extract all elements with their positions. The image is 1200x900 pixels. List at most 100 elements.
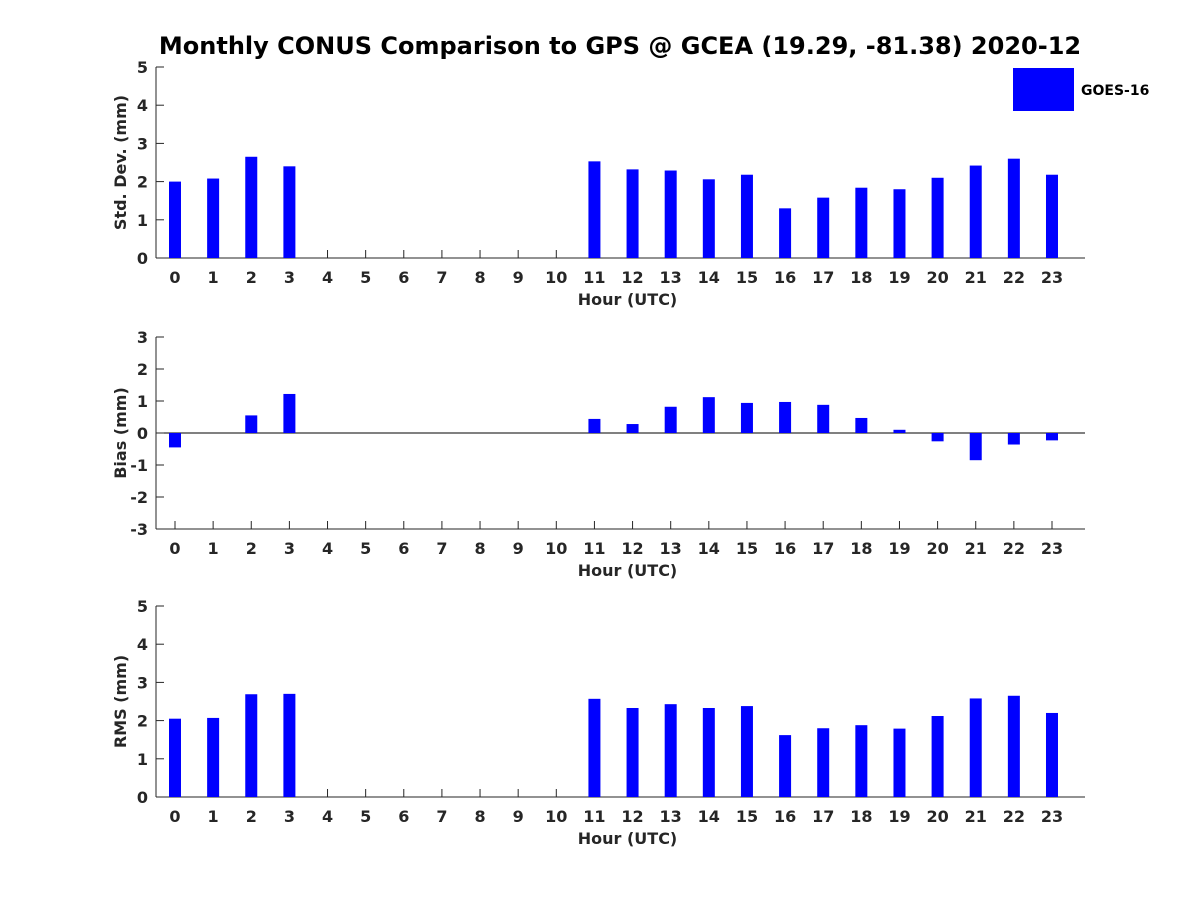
bias-bar — [626, 424, 639, 433]
rms-x-tick-label: 5 — [360, 807, 371, 826]
bias-x-axis-label: Hour (UTC) — [578, 561, 678, 580]
bias-x-tick-label: 20 — [926, 539, 948, 558]
std-dev-bar — [817, 197, 830, 258]
std-dev-bar — [931, 177, 944, 258]
bias-x-tick-label: 21 — [965, 539, 987, 558]
std-dev-x-tick-label: 1 — [208, 268, 219, 287]
rms-x-tick-label: 2 — [246, 807, 257, 826]
std-dev-y-tick-label: 2 — [137, 173, 148, 192]
bias-y-tick-label: 1 — [137, 392, 148, 411]
rms-bar — [588, 698, 601, 797]
rms-x-tick-label: 23 — [1041, 807, 1063, 826]
rms-x-tick-label: 21 — [965, 807, 987, 826]
rms-bar — [740, 706, 753, 797]
rms-bar — [817, 728, 830, 797]
std-dev-bar — [969, 165, 982, 258]
std-dev-x-tick-label: 15 — [736, 268, 758, 287]
rms-x-tick-label: 7 — [436, 807, 447, 826]
rms-x-tick-label: 12 — [621, 807, 643, 826]
rms-bar — [245, 694, 258, 797]
bias-bar — [245, 415, 258, 433]
rms-bar — [893, 728, 906, 797]
std-dev-bar — [779, 208, 792, 258]
std-dev-x-tick-label: 22 — [1003, 268, 1025, 287]
rms-bar — [207, 717, 220, 797]
rms-x-tick-label: 9 — [513, 807, 524, 826]
bias-x-tick-label: 18 — [850, 539, 872, 558]
rms-bar — [1007, 695, 1020, 797]
rms-x-tick-label: 6 — [398, 807, 409, 826]
rms-y-tick-label: 0 — [137, 788, 148, 807]
std-dev-y-tick-label: 0 — [137, 249, 148, 268]
rms-bar — [169, 718, 181, 797]
std-dev-bar — [1045, 174, 1058, 258]
legend: GOES-16 — [1013, 68, 1149, 111]
rms-x-tick-label: 14 — [698, 807, 720, 826]
rms-y-tick-label: 5 — [137, 597, 148, 616]
bias-x-tick-label: 14 — [698, 539, 720, 558]
bias-x-tick-label: 1 — [208, 539, 219, 558]
rms-bar — [969, 698, 982, 797]
bias-x-tick-label: 7 — [436, 539, 447, 558]
std-dev-bar — [169, 181, 181, 258]
bias-x-tick-label: 13 — [660, 539, 682, 558]
rms-x-tick-label: 20 — [926, 807, 948, 826]
bias-x-tick-label: 19 — [888, 539, 910, 558]
bias-x-tick-label: 15 — [736, 539, 758, 558]
rms-x-tick-label: 17 — [812, 807, 834, 826]
bias-x-tick-label: 17 — [812, 539, 834, 558]
bias-bar — [779, 401, 792, 433]
bias-y-tick-label: 3 — [137, 328, 148, 347]
std-dev-x-tick-label: 9 — [513, 268, 524, 287]
std-dev-x-tick-label: 14 — [698, 268, 720, 287]
std-dev-x-tick-label: 12 — [621, 268, 643, 287]
bias-bar — [1007, 433, 1020, 445]
std-dev-x-tick-label: 13 — [660, 268, 682, 287]
bias-x-tick-label: 2 — [246, 539, 257, 558]
rms-bar — [664, 704, 677, 797]
bias-bar — [893, 429, 906, 433]
std-dev-bar — [855, 187, 868, 258]
std-dev-x-tick-label: 17 — [812, 268, 834, 287]
rms-x-tick-label: 15 — [736, 807, 758, 826]
std-dev-x-tick-label: 7 — [436, 268, 447, 287]
rms-y-tick-label: 1 — [137, 750, 148, 769]
std-dev-y-tick-label: 3 — [137, 134, 148, 153]
std-dev-bar — [702, 179, 715, 258]
std-dev-x-tick-label: 8 — [474, 268, 485, 287]
rms-bar — [855, 725, 868, 797]
std-dev-x-tick-label: 23 — [1041, 268, 1063, 287]
bias-bar — [283, 393, 296, 433]
std-dev-x-tick-label: 10 — [545, 268, 567, 287]
bias-bar — [931, 433, 944, 442]
std-dev-x-tick-label: 0 — [169, 268, 180, 287]
std-dev-x-tick-label: 11 — [583, 268, 605, 287]
rms-bar — [626, 707, 639, 797]
std-dev-bar — [626, 169, 639, 258]
bias-x-tick-label: 10 — [545, 539, 567, 558]
rms-y-tick-label: 3 — [137, 673, 148, 692]
std-dev-bar — [1007, 158, 1020, 258]
std-dev-bar — [207, 178, 220, 258]
std-dev-x-tick-label: 3 — [284, 268, 295, 287]
rms-x-tick-label: 13 — [660, 807, 682, 826]
bias-y-tick-label: 2 — [137, 360, 148, 379]
rms-x-axis-label: Hour (UTC) — [578, 829, 678, 848]
std-dev-y-tick-label: 1 — [137, 211, 148, 230]
bias-bar — [969, 433, 982, 461]
bias-x-tick-label: 9 — [513, 539, 524, 558]
std-dev-bar — [245, 156, 258, 258]
std-dev-bar — [664, 170, 677, 258]
bias-x-tick-label: 11 — [583, 539, 605, 558]
rms-y-tick-label: 2 — [137, 712, 148, 731]
std-dev-bar — [740, 174, 753, 258]
bias-x-tick-label: 22 — [1003, 539, 1025, 558]
std-dev-x-tick-label: 20 — [926, 268, 948, 287]
rms-x-tick-label: 3 — [284, 807, 295, 826]
bias-y-axis-label: Bias (mm) — [111, 387, 130, 479]
bias-bar — [702, 397, 715, 433]
bias-y-tick-label: -2 — [130, 488, 148, 507]
bias-y-tick-label: 0 — [137, 424, 148, 443]
